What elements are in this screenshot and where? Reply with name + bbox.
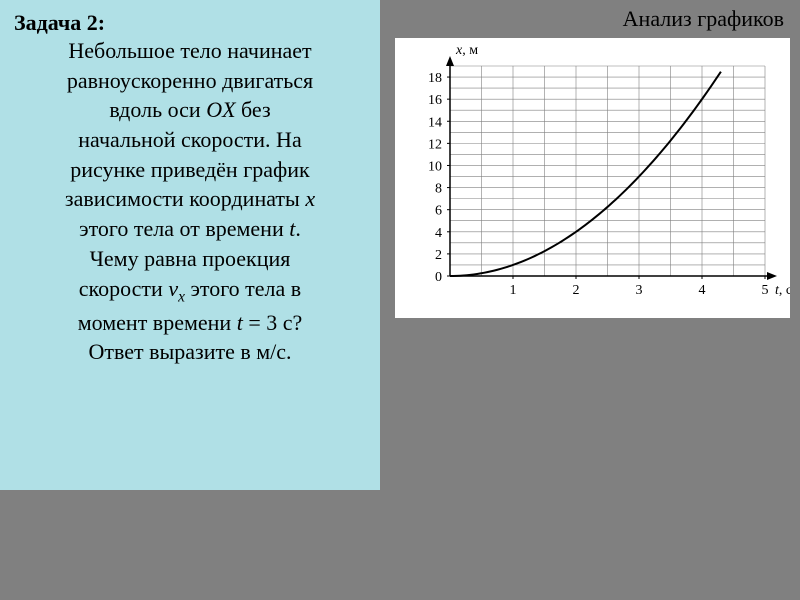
t-line2: равноускоренно двигаться (67, 68, 313, 93)
t-line10a: момент времени (78, 310, 237, 335)
position-time-chart: 02468101214161812345x, мt, с (395, 38, 790, 318)
svg-text:4: 4 (435, 226, 442, 241)
t-x: x (305, 186, 315, 211)
svg-text:5: 5 (762, 283, 769, 298)
t-line6a: зависимости координаты (65, 186, 305, 211)
t-line3a: вдоль оси (109, 97, 206, 122)
t-line4: начальной скорости. На (78, 127, 301, 152)
svg-text:4: 4 (699, 283, 706, 298)
t-line5: рисунке приведён график (70, 157, 309, 182)
t-line8: Чему равна проекция (90, 246, 291, 271)
task-panel: Задача 2: Небольшое тело начинает равноу… (0, 0, 380, 490)
svg-text:14: 14 (428, 115, 442, 130)
svg-text:8: 8 (435, 182, 442, 197)
t-line1: Небольшое тело начинает (68, 38, 311, 63)
svg-text:0: 0 (435, 270, 442, 285)
svg-text:2: 2 (435, 248, 442, 263)
t-line7a: этого тела от времени (79, 216, 289, 241)
svg-text:12: 12 (428, 137, 442, 152)
t-line7b: . (295, 216, 301, 241)
svg-text:t, с: t, с (775, 283, 790, 298)
t-line11: Ответ выразите в м/с. (88, 339, 291, 364)
page-subtitle: Анализ графиков (623, 6, 784, 32)
t-line10b: = 3 с? (243, 310, 302, 335)
t-line9a: скорости (79, 276, 169, 301)
svg-text:2: 2 (573, 283, 580, 298)
svg-text:1: 1 (510, 283, 517, 298)
t-line3b: без (236, 97, 271, 122)
task-text: Задача 2: Небольшое тело начинает равноу… (14, 10, 366, 367)
chart-svg: 02468101214161812345x, мt, с (395, 38, 790, 318)
t-line9b: этого тела в (185, 276, 301, 301)
svg-text:x, м: x, м (455, 43, 478, 58)
svg-text:6: 6 (435, 204, 442, 219)
t-v: v (168, 276, 178, 301)
svg-text:3: 3 (636, 283, 643, 298)
svg-text:16: 16 (428, 93, 442, 108)
task-label: Задача 2: (14, 10, 105, 35)
t-ox: OX (206, 97, 235, 122)
t-vsub: x (178, 288, 185, 305)
svg-text:18: 18 (428, 71, 442, 86)
svg-text:10: 10 (428, 159, 442, 174)
